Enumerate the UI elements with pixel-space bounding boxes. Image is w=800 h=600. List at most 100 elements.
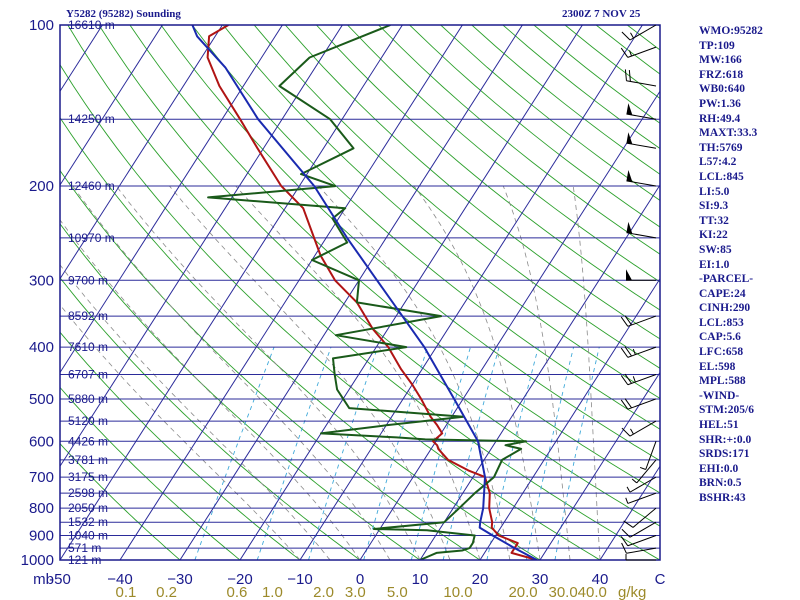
wind-barb-feather: [620, 375, 629, 386]
dry-adiabat: [129, 25, 660, 494]
stat-item: EI:1.0: [699, 258, 730, 271]
stat-item: CAPE:24: [699, 287, 746, 300]
mixing-ratio-label: 0.6: [227, 584, 248, 600]
wind-barb-half-feather: [632, 376, 636, 383]
mixing-ratio-label: 0.1: [116, 584, 137, 600]
wind-barb-half-feather: [630, 428, 634, 435]
stat-item: EHI:0.0: [699, 462, 739, 475]
wind-barb: [631, 459, 657, 484]
stat-item: FRZ:618: [699, 68, 744, 81]
wind-barb-staff: [626, 547, 657, 554]
stat-item: TP:109: [699, 39, 735, 52]
stat-item: WB0:640: [699, 83, 745, 96]
isotherm: [60, 25, 403, 560]
wind-barb: [625, 554, 656, 561]
height-label: 121 m: [68, 553, 101, 567]
pressure-tick-label: 1000: [21, 552, 54, 569]
wind-barb: [639, 441, 657, 470]
temperature-tick-label: -50: [49, 571, 71, 588]
stat-item: PW:1.36: [699, 97, 741, 110]
pressure-tick-label: 500: [29, 391, 54, 408]
stat-item: LFC:658: [699, 346, 744, 359]
stat-item: SI:9.3: [699, 200, 729, 213]
isotherm: [539, 371, 660, 560]
temperature-tick-label: −10: [287, 571, 312, 588]
height-label: 6707 m: [68, 367, 108, 381]
isotherm: [359, 90, 660, 560]
mixing-ratio-label: 30.0: [548, 584, 577, 600]
isotherm: [419, 184, 660, 560]
mixing-ratio-label: 5.0: [387, 584, 408, 600]
wind-barb-staff: [626, 142, 657, 149]
pressure-tick-label: 800: [29, 500, 54, 517]
mixing-ratio-label: 20.0: [508, 584, 537, 600]
stat-item: SW:85: [699, 243, 732, 256]
wind-barb-staff: [629, 521, 657, 538]
pressure-tick-label: 600: [29, 433, 54, 450]
wind-barb-feather: [623, 520, 634, 528]
sounding-traces: [191, 25, 538, 560]
wind-barb: [621, 521, 657, 538]
wind-barb-feather: [621, 31, 631, 41]
wind-barb-staff: [636, 459, 657, 484]
plot-frame: [59, 24, 661, 561]
stat-item: MW:166: [699, 54, 742, 67]
wind-barb-staff: [627, 398, 657, 410]
wind-barb-half-feather: [631, 478, 638, 484]
stat-item: MAXT:33.3: [699, 127, 758, 140]
sounding-trace-2: [191, 25, 538, 560]
wind-barb-staff: [626, 80, 657, 87]
station-title: Y5282 (95282) Sounding: [66, 8, 181, 20]
temperature-tick-label: 40: [592, 571, 609, 588]
moist-adiabat: [572, 186, 601, 560]
wind-barb-staff: [629, 420, 657, 437]
temperature-tick-label: −20: [227, 571, 252, 588]
temperature-tick-label: −30: [167, 571, 192, 588]
isotherm: [60, 25, 163, 186]
stat-item: -PARCEL-: [699, 273, 754, 286]
wind-barb-staff: [627, 535, 657, 547]
wind-barb-feather: [624, 69, 627, 81]
wind-barb-feather: [621, 528, 631, 538]
stat-item: EL:598: [699, 360, 736, 373]
wind-barb-staff: [627, 315, 657, 327]
wind-barb-staff: [645, 441, 657, 470]
moist-adiabat: [318, 185, 511, 560]
stat-item: SRDS:171: [699, 448, 750, 461]
height-label: 5880 m: [68, 392, 108, 406]
wind-barb-feather: [624, 346, 632, 357]
wind-barb: [623, 507, 657, 528]
mixing-ratio-line: [308, 346, 379, 560]
stat-item: STM:205/6: [699, 404, 754, 417]
wind-barb: [624, 69, 657, 87]
temperature-tick-label: 10: [412, 571, 429, 588]
mixing-ratio-label: 3.0: [345, 584, 366, 600]
height-label: 8592 m: [68, 309, 108, 323]
isotherm: [479, 277, 660, 560]
mixing-ratio-label: 0.2: [156, 584, 177, 600]
mixing-ratio-label: 40.0: [578, 584, 607, 600]
wind-barb-feather: [624, 398, 632, 409]
mixing-ratio-label: 10.0: [443, 584, 472, 600]
wind-barb: [620, 46, 657, 58]
height-label: 3175 m: [68, 470, 108, 484]
stat-item: MPL:588: [699, 375, 746, 388]
wind-barb-feather: [624, 315, 632, 326]
mixing-ratio-unit-label: g/kg: [618, 584, 646, 600]
stat-item: L57:4.2: [699, 156, 737, 169]
wind-barb: [626, 132, 657, 149]
stat-item: SHR:+:0.0: [699, 433, 752, 446]
wind-barb: [620, 315, 657, 327]
temperature-tick-label: 0: [356, 571, 364, 588]
wind-barb-feather: [620, 536, 629, 547]
wind-barb: [626, 170, 657, 187]
isotherm: [60, 25, 343, 468]
isotherm: [299, 25, 643, 560]
wind-barb: [621, 24, 657, 41]
height-label: 9700 m: [68, 273, 108, 287]
height-label: 2598 m: [68, 486, 108, 500]
stat-item: RH:49.4: [699, 112, 741, 125]
height-label: 2050 m: [68, 501, 108, 515]
pressure-tick-label: 200: [29, 178, 54, 195]
wind-barb-half-feather: [625, 497, 629, 504]
